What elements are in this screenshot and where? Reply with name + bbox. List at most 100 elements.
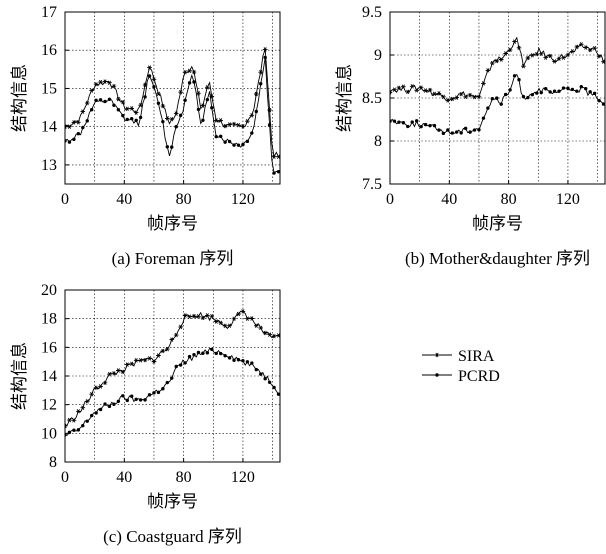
data-point-sira [116, 368, 121, 373]
data-point-pcrd [539, 90, 543, 95]
data-point-sira [494, 58, 500, 64]
data-point-sira [249, 316, 255, 321]
data-point-pcrd [210, 347, 214, 351]
data-point-sira [218, 320, 223, 326]
x-tick-label: 120 [556, 191, 580, 208]
data-point-pcrd [143, 398, 147, 402]
data-point-pcrd [116, 108, 121, 112]
data-point-sira [262, 47, 268, 52]
series-line-pcrd [390, 73, 604, 135]
data-point-sira [191, 69, 197, 75]
data-point-sira [427, 87, 433, 93]
data-point-sira [485, 68, 491, 73]
y-tick-label: 20 [41, 282, 57, 299]
x-axis-label: 帧序号 [147, 214, 198, 234]
data-point-pcrd [227, 356, 232, 360]
data-point-pcrd [65, 139, 67, 143]
data-point-sira [245, 118, 250, 124]
legend-entry-pcrd: PCRD [422, 368, 500, 385]
data-point-sira [205, 313, 210, 318]
data-point-sira [196, 91, 201, 96]
data-point-sira [67, 417, 72, 423]
data-point-pcrd [432, 123, 437, 128]
data-point-sira [227, 323, 232, 328]
data-point-pcrd [183, 98, 187, 102]
x-axis-label: 帧序号 [147, 492, 198, 512]
data-point-sira [271, 333, 277, 339]
data-point-pcrd [76, 428, 81, 432]
data-point-sira [458, 91, 464, 97]
data-point-pcrd [223, 354, 227, 358]
data-point-sira [472, 94, 477, 100]
data-point-sira [98, 384, 103, 389]
data-point-pcrd [276, 170, 280, 174]
data-point-pcrd [165, 145, 170, 149]
data-point-pcrd [183, 361, 187, 365]
data-point-pcrd [94, 98, 98, 103]
data-point-pcrd [495, 96, 499, 100]
data-point-pcrd [250, 131, 254, 135]
data-point-pcrd [530, 92, 535, 97]
y-axis-label: 结构信息 [10, 342, 30, 410]
data-point-pcrd [178, 113, 183, 118]
data-point-sira [222, 123, 228, 129]
panel-caption: (a) Foreman 序列 [112, 249, 234, 268]
series-line-sira [65, 310, 279, 427]
y-tick-label: 8 [374, 133, 382, 150]
data-point-sira [120, 99, 126, 105]
data-point-pcrd [201, 351, 205, 355]
data-point-pcrd [143, 95, 147, 99]
data-point-pcrd [446, 128, 450, 132]
data-point-pcrd [423, 122, 428, 127]
data-point-pcrd [601, 102, 605, 106]
data-point-pcrd [85, 419, 89, 423]
data-point-sira [498, 57, 504, 62]
legend-label: SIRA [458, 348, 495, 365]
data-point-sira [481, 81, 486, 86]
data-point-pcrd [526, 95, 530, 100]
data-point-sira [213, 118, 219, 123]
data-point-sira [156, 91, 161, 97]
data-point-sira [450, 96, 455, 102]
data-point-sira [276, 154, 280, 159]
data-point-sira [467, 92, 473, 98]
data-point-pcrd [134, 118, 138, 123]
data-point-pcrd [263, 376, 267, 381]
data-point-sira [254, 91, 259, 97]
data-point-sira [200, 315, 206, 321]
data-point-pcrd [161, 119, 165, 124]
data-point-pcrd [570, 87, 575, 92]
data-point-sira [512, 39, 517, 44]
data-point-sira [222, 323, 228, 329]
data-point-pcrd [112, 402, 116, 406]
data-point-sira [125, 362, 130, 367]
plot-frame [64, 11, 281, 185]
data-point-sira [182, 313, 188, 318]
data-point-pcrd [170, 145, 174, 149]
data-point-sira [160, 348, 166, 354]
data-point-sira [552, 59, 557, 64]
data-point-pcrd [72, 137, 76, 142]
data-point-sira [213, 319, 219, 324]
data-point-pcrd [227, 139, 232, 144]
data-point-pcrd [397, 120, 401, 124]
data-point-pcrd [548, 90, 552, 94]
panel-caption: (b) Mother&daughter 序列 [405, 249, 590, 268]
data-point-pcrd [232, 358, 236, 362]
data-point-sira [521, 63, 526, 69]
data-point-pcrd [218, 134, 223, 139]
data-point-sira [227, 122, 232, 127]
data-point-sira [547, 53, 553, 59]
data-point-sira [89, 88, 94, 93]
data-point-pcrd [468, 130, 472, 134]
data-point-pcrd [223, 140, 227, 144]
data-point-pcrd [156, 101, 161, 105]
panel-caption: (c) Coastguard 序列 [103, 527, 242, 546]
data-point-pcrd [486, 106, 490, 110]
data-point-pcrd [401, 121, 406, 125]
data-point-sira [178, 89, 183, 95]
data-point-pcrd [392, 119, 397, 123]
data-point-sira [107, 80, 112, 85]
data-point-sira [570, 49, 575, 54]
x-tick-label: 40 [441, 191, 457, 208]
